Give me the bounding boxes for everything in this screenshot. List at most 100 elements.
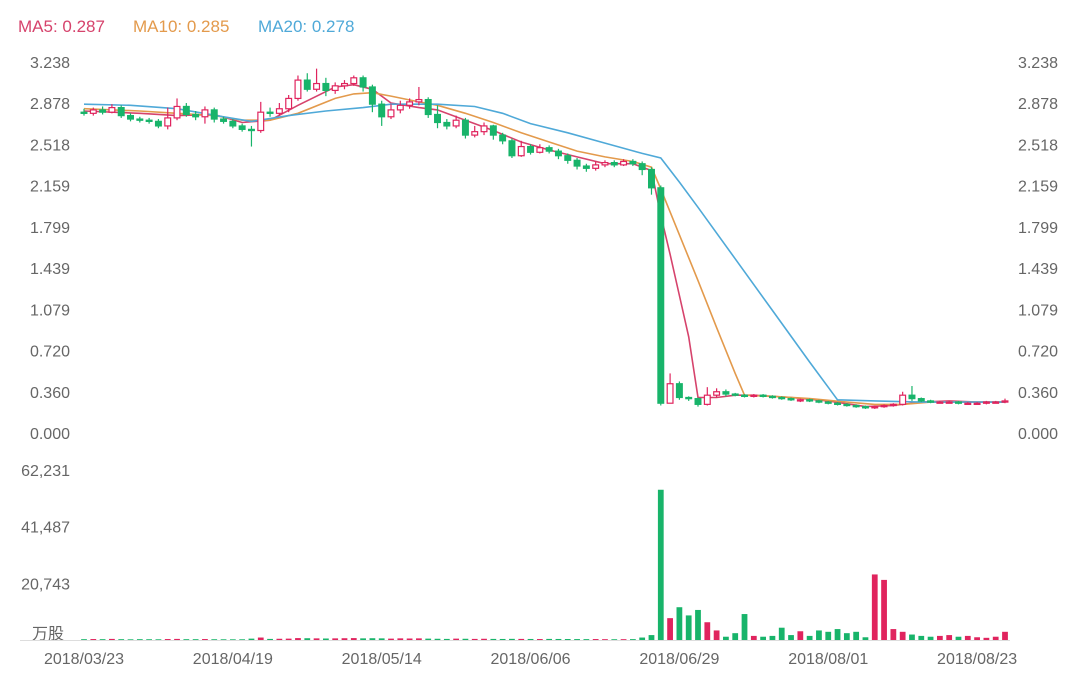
candle-body	[852, 404, 860, 408]
volume-bar	[211, 639, 218, 641]
candle-body	[192, 113, 200, 118]
volume-bar	[909, 634, 915, 640]
candle	[108, 104, 116, 114]
candle	[173, 98, 181, 121]
candle	[861, 405, 869, 409]
candle-body	[648, 168, 655, 189]
candle-body	[731, 393, 739, 396]
candle	[220, 116, 228, 124]
candle	[610, 160, 618, 168]
volume-bar	[416, 638, 422, 640]
volume-bar	[192, 639, 199, 641]
candle-body	[238, 125, 246, 130]
candle-body	[99, 109, 107, 113]
candle-body	[434, 113, 441, 124]
candle-body	[331, 85, 339, 92]
volume-bar	[946, 635, 953, 640]
volume-bar	[704, 622, 711, 640]
candle	[127, 113, 134, 122]
candle	[182, 103, 190, 117]
candle	[192, 111, 200, 121]
candle	[973, 402, 981, 406]
volume-bar	[434, 638, 441, 640]
volume-bars	[20, 489, 1010, 641]
candle	[601, 160, 609, 168]
volume-bar	[443, 638, 450, 640]
volume-bar	[118, 639, 125, 641]
volume-bar	[927, 636, 934, 640]
candle	[331, 82, 339, 94]
volume-bar	[332, 638, 339, 640]
candlesticks	[80, 68, 1009, 409]
candle-body	[415, 98, 423, 103]
candle-body	[406, 101, 414, 106]
moving-average-lines	[83, 83, 1005, 408]
candle-body	[108, 107, 116, 113]
candle	[945, 400, 953, 404]
candle-body	[685, 396, 693, 400]
price-tick-right: 1.079	[1018, 302, 1058, 319]
candle-body	[229, 120, 237, 127]
candle	[703, 387, 711, 406]
candle-body	[480, 125, 488, 133]
candle	[99, 106, 107, 115]
candle-body	[880, 404, 888, 408]
volume-bar	[518, 638, 525, 640]
volume-bar	[778, 627, 785, 640]
candle-body	[955, 401, 962, 404]
volume-bar	[257, 637, 264, 640]
candle-body	[527, 145, 535, 153]
candle	[731, 392, 739, 397]
candle-body	[750, 394, 758, 397]
candle-body	[899, 394, 907, 405]
volume-tick: 62,231	[21, 463, 70, 480]
volume-bar	[164, 639, 171, 641]
candle-body	[378, 103, 386, 118]
candle	[592, 161, 600, 171]
candle-body	[843, 403, 851, 407]
candle	[527, 144, 535, 155]
candle	[927, 399, 935, 404]
volume-bar	[155, 639, 162, 641]
volume-bar	[760, 636, 767, 640]
candle-body	[917, 398, 925, 402]
volume-bar	[127, 639, 134, 641]
volume-bar	[992, 636, 999, 640]
volume-bar	[797, 631, 804, 640]
candle-body	[815, 400, 823, 403]
price-tick-right: 0.720	[1018, 344, 1058, 361]
candle	[545, 145, 553, 154]
price-tick-left: 2.159	[30, 179, 70, 196]
volume-bar	[676, 607, 683, 640]
candle	[843, 403, 851, 407]
price-tick-right: 3.238	[1018, 55, 1058, 72]
volume-bar	[304, 638, 311, 640]
volume-bar	[620, 639, 627, 641]
volume-bar	[918, 635, 925, 640]
candle-body	[210, 109, 218, 120]
candle-body	[127, 115, 134, 120]
candle	[368, 84, 376, 113]
volume-bar	[248, 638, 255, 640]
volume-bar	[136, 639, 143, 641]
candle-body	[489, 125, 497, 136]
candle-body	[927, 400, 935, 403]
volume-tick: 41,487	[21, 520, 70, 537]
candle	[275, 103, 283, 116]
candle-body	[517, 145, 525, 157]
candle-body	[471, 131, 479, 136]
candle	[303, 73, 311, 92]
candle-body	[908, 394, 916, 400]
candle-body	[313, 82, 321, 90]
candle	[89, 107, 97, 116]
volume-bar	[890, 629, 897, 640]
volume-bar	[964, 635, 971, 640]
candle	[136, 116, 144, 123]
candle-body	[722, 391, 730, 395]
ma10-line	[83, 91, 1005, 406]
candle	[443, 119, 451, 130]
volume-bar	[629, 639, 636, 641]
candle-body	[703, 394, 711, 405]
candle	[117, 105, 125, 118]
candle-body	[387, 109, 395, 118]
